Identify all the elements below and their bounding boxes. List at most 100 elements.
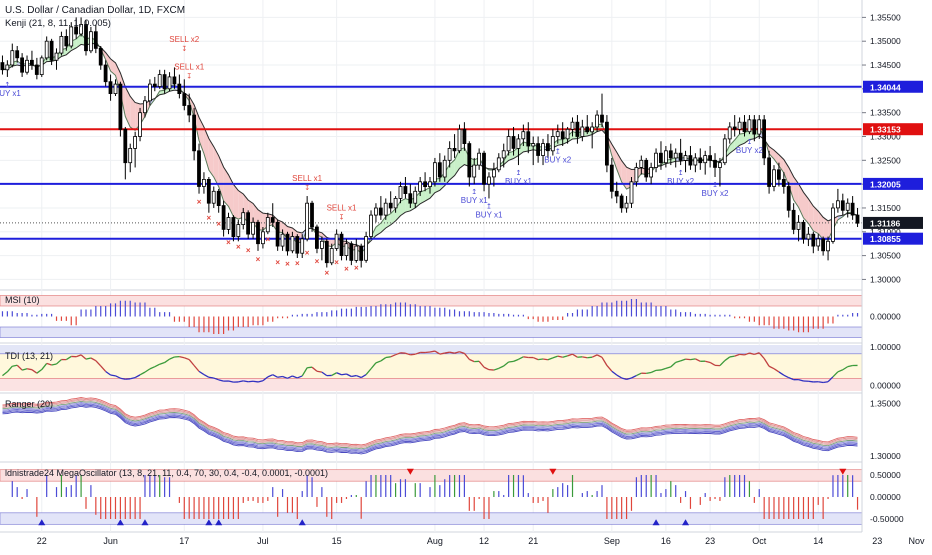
candle-body[interactable] bbox=[276, 222, 279, 246]
candle-body[interactable] bbox=[257, 222, 260, 243]
candle-body[interactable] bbox=[429, 182, 432, 187]
candle-body[interactable] bbox=[311, 203, 314, 227]
candle-body[interactable] bbox=[581, 127, 584, 137]
candle-body[interactable] bbox=[94, 32, 97, 49]
candle-body[interactable] bbox=[620, 196, 623, 208]
candle-body[interactable] bbox=[463, 129, 466, 143]
candle-body[interactable] bbox=[542, 144, 545, 156]
candle-body[interactable] bbox=[370, 215, 373, 236]
candle-body[interactable] bbox=[433, 163, 436, 182]
candle-body[interactable] bbox=[714, 160, 717, 167]
candle-body[interactable] bbox=[556, 132, 559, 137]
candle-body[interactable] bbox=[787, 187, 790, 211]
candle-body[interactable] bbox=[625, 203, 628, 208]
candle-body[interactable] bbox=[129, 148, 132, 162]
candle-body[interactable] bbox=[394, 198, 397, 208]
candle-body[interactable] bbox=[261, 232, 264, 244]
candle-body[interactable] bbox=[301, 239, 304, 253]
msi-pane-label[interactable]: MSI (10) bbox=[5, 295, 40, 305]
candle-body[interactable] bbox=[792, 210, 795, 229]
candle-body[interactable] bbox=[374, 208, 377, 215]
candle-body[interactable] bbox=[601, 115, 604, 122]
candle-body[interactable] bbox=[183, 94, 186, 106]
candle-body[interactable] bbox=[635, 168, 638, 182]
candle-body[interactable] bbox=[65, 36, 68, 46]
candle-body[interactable] bbox=[689, 156, 692, 166]
candle-body[interactable] bbox=[650, 168, 653, 178]
candle-body[interactable] bbox=[517, 139, 520, 149]
candle-body[interactable] bbox=[748, 120, 751, 132]
candle-body[interactable] bbox=[1, 63, 4, 70]
candle-body[interactable] bbox=[193, 115, 196, 151]
candle-body[interactable] bbox=[26, 60, 29, 72]
candle-body[interactable] bbox=[340, 234, 343, 255]
candle-body[interactable] bbox=[134, 137, 137, 149]
candle-body[interactable] bbox=[699, 158, 702, 163]
candle-body[interactable] bbox=[546, 144, 549, 151]
candle-body[interactable] bbox=[458, 129, 461, 150]
candle-body[interactable] bbox=[281, 234, 284, 246]
candle-body[interactable] bbox=[512, 137, 515, 149]
candle-body[interactable] bbox=[232, 218, 235, 237]
candle-body[interactable] bbox=[655, 153, 658, 167]
candle-body[interactable] bbox=[758, 120, 761, 134]
candle-body[interactable] bbox=[571, 122, 574, 129]
candle-body[interactable] bbox=[222, 206, 225, 230]
candle-body[interactable] bbox=[483, 153, 486, 184]
candle-body[interactable] bbox=[674, 153, 677, 158]
candle-body[interactable] bbox=[163, 75, 166, 89]
candle-body[interactable] bbox=[286, 234, 289, 251]
candle-body[interactable] bbox=[591, 127, 594, 132]
candle-body[interactable] bbox=[409, 194, 412, 204]
candle-body[interactable] bbox=[763, 120, 766, 158]
candle-body[interactable] bbox=[291, 237, 294, 251]
candle-body[interactable] bbox=[55, 53, 58, 60]
tdi-pane-label[interactable]: TDI (13, 21) bbox=[5, 351, 53, 361]
candle-body[interactable] bbox=[438, 163, 441, 177]
candle-body[interactable] bbox=[50, 41, 53, 60]
candle-body[interactable] bbox=[384, 203, 387, 215]
candle-body[interactable] bbox=[16, 51, 19, 58]
candle-body[interactable] bbox=[487, 177, 490, 184]
candle-body[interactable] bbox=[139, 113, 142, 137]
candle-body[interactable] bbox=[497, 158, 500, 170]
candle-body[interactable] bbox=[527, 132, 530, 146]
candle-body[interactable] bbox=[502, 151, 505, 158]
candle-body[interactable] bbox=[360, 246, 363, 260]
candle-body[interactable] bbox=[709, 156, 712, 161]
candle-body[interactable] bbox=[468, 144, 471, 177]
candle-body[interactable] bbox=[202, 179, 205, 186]
price-axis[interactable]: 1.355001.350001.345001.340001.335001.330… bbox=[862, 0, 932, 550]
candle-body[interactable] bbox=[728, 127, 731, 139]
candle-body[interactable] bbox=[738, 122, 741, 129]
candle-body[interactable] bbox=[743, 122, 746, 132]
candle-body[interactable] bbox=[188, 106, 191, 116]
candle-body[interactable] bbox=[306, 203, 309, 239]
candle-body[interactable] bbox=[330, 249, 333, 263]
candle-body[interactable] bbox=[247, 213, 250, 234]
candle-body[interactable] bbox=[718, 163, 721, 168]
candle-body[interactable] bbox=[733, 127, 736, 129]
candle-body[interactable] bbox=[271, 218, 274, 223]
candle-body[interactable] bbox=[399, 187, 402, 199]
candle-body[interactable] bbox=[89, 32, 92, 51]
candle-body[interactable] bbox=[70, 27, 73, 46]
candle-body[interactable] bbox=[237, 225, 240, 237]
candle-body[interactable] bbox=[389, 203, 392, 208]
candle-body[interactable] bbox=[522, 132, 525, 139]
candle-body[interactable] bbox=[537, 144, 540, 156]
candle-body[interactable] bbox=[507, 137, 510, 151]
candle-body[interactable] bbox=[561, 132, 564, 139]
candle-body[interactable] bbox=[630, 182, 633, 203]
candle-body[interactable] bbox=[173, 77, 176, 84]
candle-body[interactable] bbox=[30, 60, 33, 65]
candle-body[interactable] bbox=[296, 237, 299, 254]
candle-body[interactable] bbox=[836, 201, 839, 208]
candle-body[interactable] bbox=[453, 148, 456, 150]
candle-body[interactable] bbox=[640, 160, 643, 167]
candle-body[interactable] bbox=[153, 84, 156, 86]
candle-body[interactable] bbox=[114, 84, 117, 94]
candle-body[interactable] bbox=[227, 218, 230, 230]
